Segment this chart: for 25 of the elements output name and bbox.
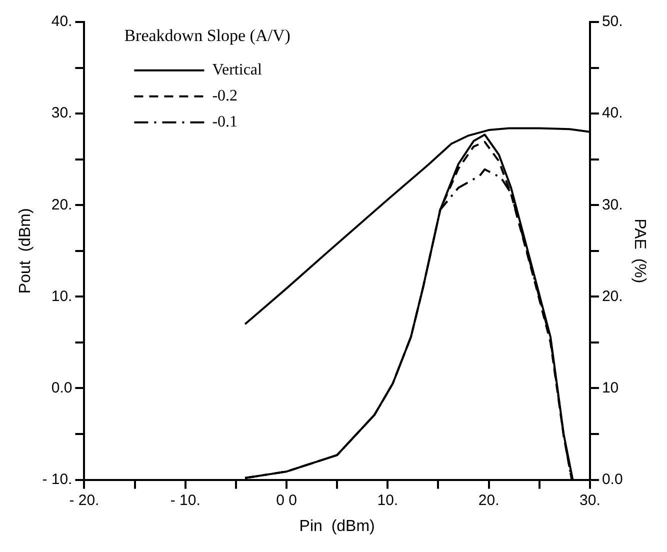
y2-tick-label: 20. [602, 288, 623, 305]
x-tick-label: 30. [580, 492, 600, 509]
y2-tick-label: 40. [602, 104, 623, 122]
x-tick-label: 10. [377, 492, 398, 509]
x-tick-label: 20. [478, 492, 500, 509]
x-tick-label: - 20. [69, 492, 100, 509]
y-tick-label: 30. [51, 104, 72, 122]
y2-tick-label: 50. [602, 13, 623, 30]
y2-tick-label: 0.0 [602, 470, 623, 488]
y-tick-label: 0.0 [51, 379, 72, 396]
legend-title: Breakdown Slope (A/V) [124, 26, 290, 45]
y2-tick-label: 30. [602, 196, 623, 214]
y-tick-label: - 10. [42, 470, 72, 488]
y2-tick-label: 10 [602, 379, 619, 396]
y-tick-label: 10. [51, 288, 72, 305]
y-tick-label: 20. [51, 196, 72, 214]
legend-label: -0.1 [212, 114, 238, 131]
legend-label: Vertical [212, 62, 263, 79]
y-axis-title: Pout (dBm) [17, 208, 34, 294]
x-axis-title: Pin (dBm) [299, 518, 375, 535]
y-tick-label: 40. [51, 13, 72, 30]
x-tick-label: 0 0 [276, 492, 297, 509]
y2-axis-title: PAE (%) [630, 218, 648, 284]
legend-label: -0.2 [212, 88, 238, 105]
x-tick-label: - 10. [170, 492, 200, 509]
